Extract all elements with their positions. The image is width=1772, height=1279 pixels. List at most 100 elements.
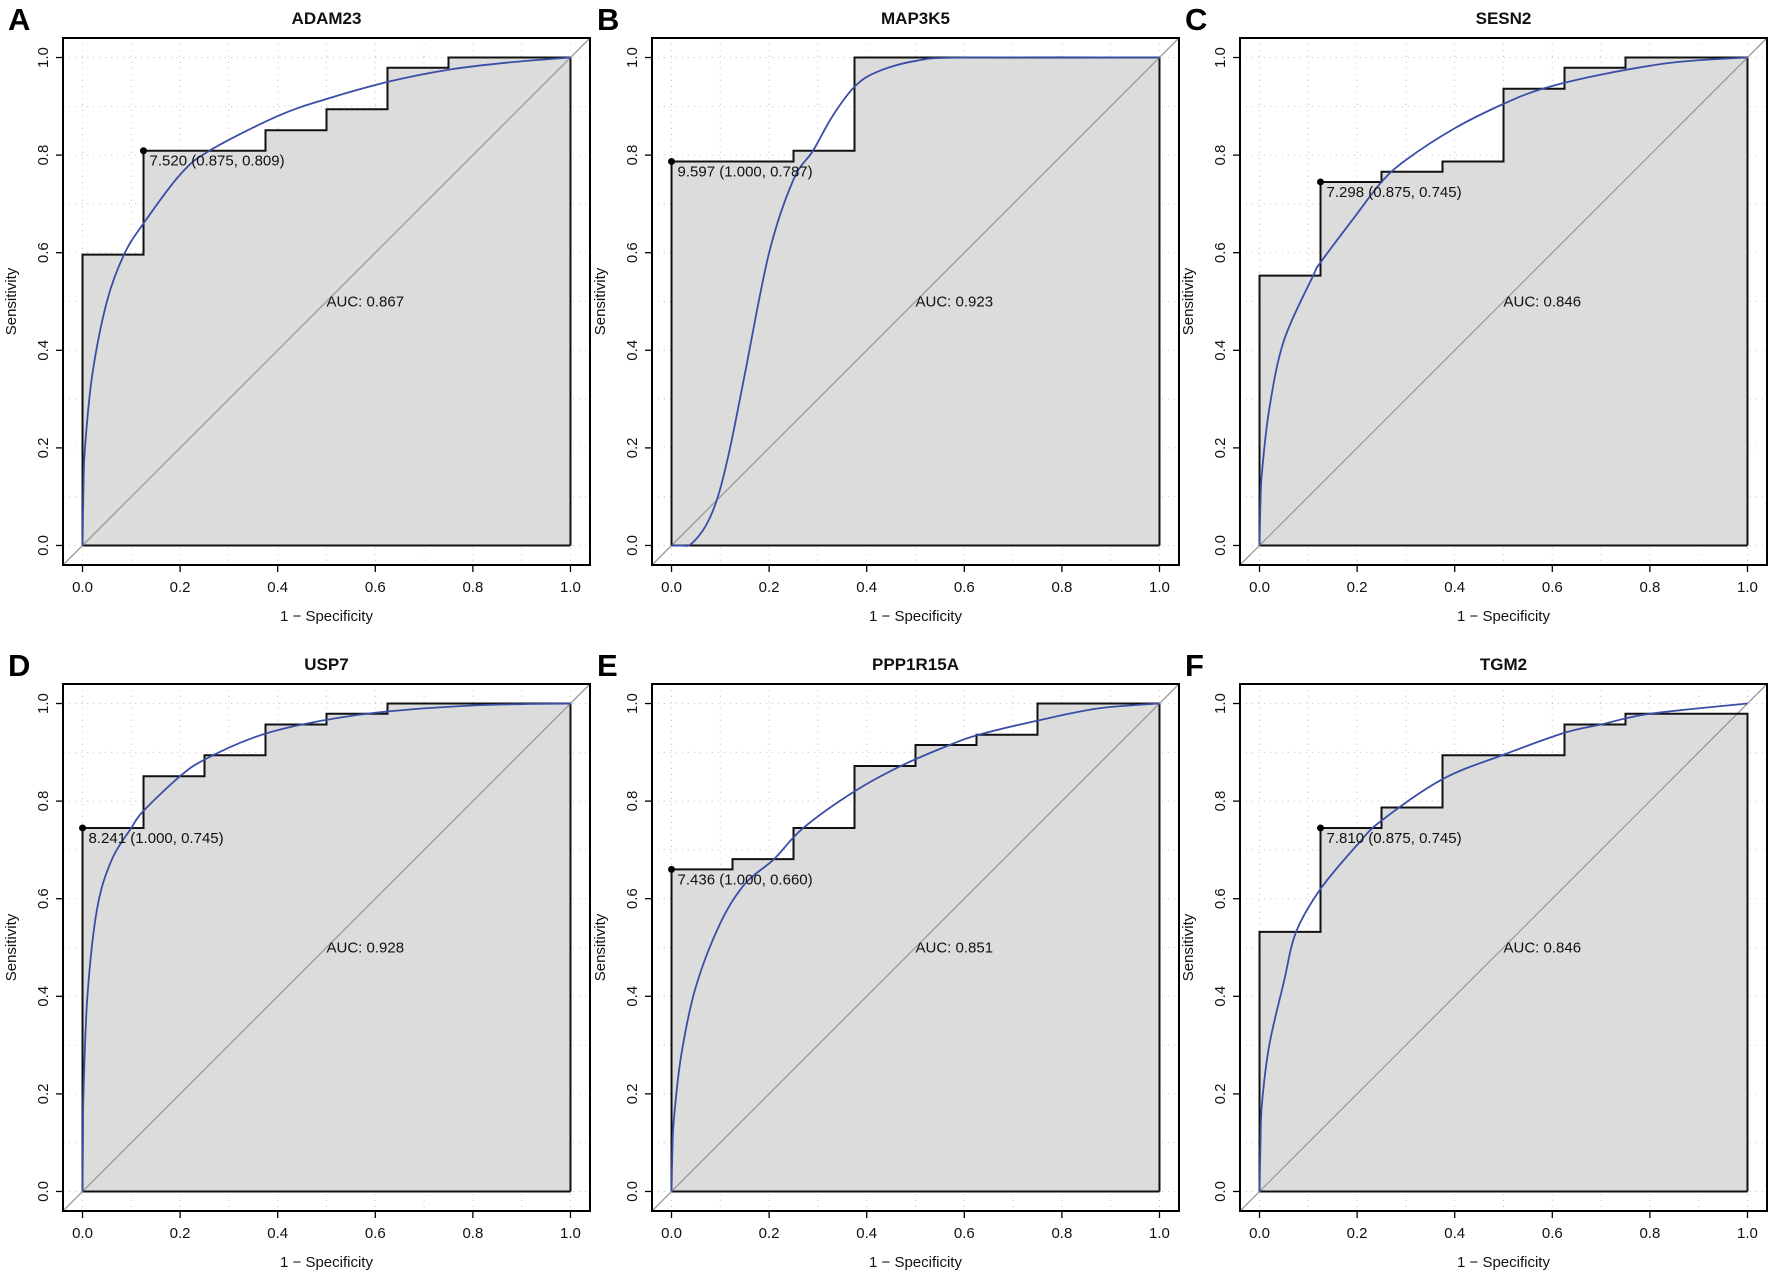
y-axis-label: Sensitivity [1180,913,1197,981]
x-axis-label: 1 − Specificity [280,608,373,625]
auc-label: AUC: 0.867 [327,293,405,310]
y-axis-label: Sensitivity [1180,267,1197,335]
x-tick-label: 0.2 [759,579,780,596]
plot-frame [651,683,1180,1212]
x-tick-label: 0.8 [1639,1225,1660,1242]
x-tick-label: 0.2 [170,1225,191,1242]
best-threshold-point [140,147,148,155]
y-tick-label: 0.8 [35,791,52,812]
y-axis-label: Sensitivity [3,913,20,981]
y-tick-label: 0.8 [624,791,641,812]
x-tick-label: 0.4 [856,1225,877,1242]
x-tick-label: 0.0 [72,1225,93,1242]
best-threshold-point [668,865,676,873]
best-threshold-point [1317,824,1325,832]
plot-frame [651,37,1180,566]
x-tick-label: 0.0 [661,579,682,596]
x-tick-label: 0.8 [462,1225,483,1242]
auc-label: AUC: 0.851 [916,939,994,956]
x-tick-label: 0.4 [1444,579,1465,596]
y-tick-label: 0.0 [624,1181,641,1202]
panel-label: A [8,2,30,37]
diagonal-reference-line [62,683,591,1212]
x-tick-label: 0.4 [267,579,288,596]
y-tick-label: 0.6 [35,242,52,263]
diagonal-reference-line [1239,683,1768,1212]
y-tick-label: 1.0 [35,47,52,68]
y-tick-label: 0.4 [624,340,641,361]
best-threshold-label: 7.436 (1.000, 0.660) [678,871,813,888]
y-axis-label: Sensitivity [592,267,609,335]
diagonal-reference-line [651,37,1180,566]
x-tick-label: 0.8 [1051,1225,1072,1242]
x-axis-label: 1 − Specificity [280,1254,373,1271]
y-tick-label: 0.8 [1212,791,1229,812]
auc-fill-area [1259,713,1748,1192]
best-threshold-label: 9.597 (1.000, 0.787) [678,163,813,180]
y-tick-label: 0.4 [624,986,641,1007]
y-tick-label: 0.0 [35,535,52,556]
panel-label: B [597,2,619,37]
y-tick-label: 0.4 [35,340,52,361]
y-tick-label: 0.8 [35,145,52,166]
best-threshold-label: 7.298 (0.875, 0.745) [1327,184,1462,201]
x-tick-label: 0.2 [1347,579,1368,596]
x-tick-label: 0.4 [1444,1225,1465,1242]
plot-frame [1239,683,1768,1212]
auc-label: AUC: 0.846 [1504,293,1582,310]
panel-label: E [597,648,618,683]
x-tick-label: 1.0 [560,579,581,596]
auc-label: AUC: 0.928 [327,939,405,956]
x-tick-label: 0.2 [759,1225,780,1242]
x-axis-label: 1 − Specificity [869,1254,962,1271]
y-tick-label: 0.6 [1212,242,1229,263]
best-threshold-point [668,157,676,165]
y-tick-label: 0.2 [35,1083,52,1104]
smoothed-roc-curve [670,702,1160,1192]
empirical-roc-curve [81,56,571,546]
panel-title: PPP1R15A [872,655,959,674]
smoothed-roc-curve [1258,56,1748,546]
roc-panel-b: B MAP3K5 9.597 (1.000, 0.787) AUC: 0.923 0.0… [592,2,1180,625]
y-tick-label: 0.2 [624,1083,641,1104]
best-threshold-point [1317,178,1325,186]
x-tick-label: 0.6 [1542,579,1563,596]
roc-panel-c: C SESN2 7.298 (0.875, 0.745) AUC: 0.846 0.0 0… [1180,2,1768,625]
plot-frame [1239,37,1768,566]
x-tick-label: 0.2 [1347,1225,1368,1242]
x-tick-label: 0.0 [661,1225,682,1242]
x-tick-label: 1.0 [1737,579,1758,596]
x-tick-label: 1.0 [1149,1225,1170,1242]
y-axis-label: Sensitivity [592,913,609,981]
x-tick-label: 1.0 [1149,579,1170,596]
panel-label: D [8,648,30,683]
y-tick-label: 1.0 [624,693,641,714]
y-tick-label: 0.0 [35,1181,52,1202]
y-tick-label: 0.6 [35,888,52,909]
x-tick-label: 1.0 [1737,1225,1758,1242]
x-tick-label: 0.0 [1249,579,1270,596]
best-threshold-label: 8.241 (1.000, 0.745) [89,830,224,847]
x-tick-label: 0.6 [954,579,975,596]
y-tick-label: 1.0 [35,693,52,714]
empirical-roc-curve [670,702,1160,1192]
roc-panel-e: E PPP1R15A 7.436 (1.000, 0.660) AUC: 0.851 0… [592,648,1180,1271]
y-tick-label: 0.4 [1212,986,1229,1007]
diagonal-reference-line [62,37,591,566]
y-tick-label: 0.0 [1212,535,1229,556]
x-tick-label: 0.6 [365,579,386,596]
y-tick-label: 0.6 [1212,888,1229,909]
x-tick-label: 0.6 [365,1225,386,1242]
y-tick-label: 0.2 [1212,1083,1229,1104]
x-tick-label: 0.8 [1051,579,1072,596]
y-tick-label: 0.8 [1212,145,1229,166]
roc-panel-f: F TGM2 7.810 (0.875, 0.745) AUC: 0.846 0.0 0.… [1180,648,1768,1271]
x-tick-label: 0.6 [954,1225,975,1242]
panel-label: F [1185,648,1204,683]
auc-label: AUC: 0.846 [1504,939,1582,956]
plot-frame [62,37,591,566]
x-tick-label: 1.0 [560,1225,581,1242]
smoothed-roc-curve [81,702,571,1192]
panel-title: USP7 [304,655,348,674]
panel-title: TGM2 [1480,655,1527,674]
